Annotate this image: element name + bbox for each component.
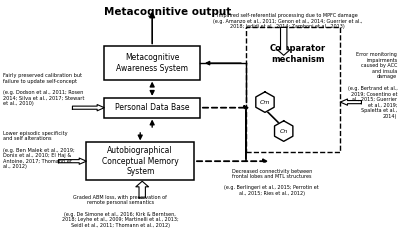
Polygon shape	[274, 121, 293, 141]
FancyBboxPatch shape	[86, 142, 194, 180]
FancyBboxPatch shape	[104, 98, 200, 118]
Text: Cm: Cm	[260, 100, 270, 105]
Text: Comparator
mechanism: Comparator mechanism	[270, 45, 326, 64]
Polygon shape	[277, 27, 290, 55]
Polygon shape	[72, 105, 104, 111]
Polygon shape	[256, 92, 274, 112]
FancyBboxPatch shape	[104, 46, 200, 80]
Text: Graded ABM loss, with preservation of
remote personal semantics

(e.g. De Simone: Graded ABM loss, with preservation of re…	[62, 195, 178, 228]
Text: Metacognitive
Awareness System: Metacognitive Awareness System	[116, 53, 188, 73]
Text: Error monitoring
impairments
caused by ACC
and insula
damage

(e.g. Bertrand et : Error monitoring impairments caused by A…	[348, 52, 397, 119]
Text: Cn: Cn	[280, 129, 288, 134]
Polygon shape	[340, 99, 362, 105]
Text: Autobiographical
Conceptual Memory
System: Autobiographical Conceptual Memory Syste…	[102, 146, 178, 176]
Text: Fairly preserved calibration but
failure to update self-concept

(e.g. Dodson et: Fairly preserved calibration but failure…	[3, 73, 84, 106]
Text: Impaired self-referential processing due to MPFC damage
(e.g. Amanzo et al., 201: Impaired self-referential processing due…	[213, 13, 362, 29]
Polygon shape	[58, 158, 86, 164]
Polygon shape	[136, 181, 148, 198]
Text: Personal Data Base: Personal Data Base	[115, 103, 190, 112]
Text: Metacognitive output: Metacognitive output	[104, 7, 232, 17]
Text: Decreased connectivity between
frontal lobes and MTL structures

(e.g. Berlinger: Decreased connectivity between frontal l…	[224, 169, 319, 196]
Text: Lower episodic specificity
and self alterations

(e.g. Ben Malek et al., 2019;
D: Lower episodic specificity and self alte…	[3, 131, 74, 169]
